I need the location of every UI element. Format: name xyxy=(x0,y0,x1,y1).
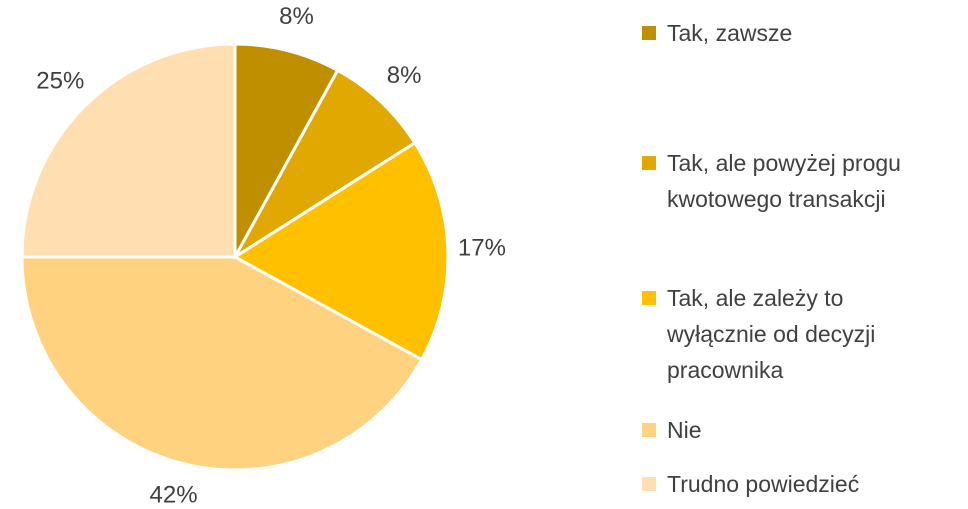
legend-label: Tak, ale zależy to wyłącznie od decyzji … xyxy=(667,285,876,383)
pie-slice xyxy=(233,42,340,258)
legend-item: Trudno powiedzieć xyxy=(642,466,942,502)
legend-swatch xyxy=(642,477,656,491)
legend-label: Tak, ale powyżej progu kwotowego transak… xyxy=(667,150,901,212)
legend-swatch xyxy=(642,156,656,170)
legend-swatch xyxy=(642,423,656,437)
pie-slice xyxy=(233,68,417,259)
legend-label: Trudno powiedzieć xyxy=(667,471,860,497)
pie-slice xyxy=(232,140,450,362)
legend-swatch xyxy=(642,291,656,305)
legend-item: Tak, ale powyżej progu kwotowego transak… xyxy=(642,145,942,217)
legend-swatch xyxy=(642,26,656,40)
pie-slice xyxy=(20,42,237,259)
data-label: 8% xyxy=(279,3,314,30)
data-label: 8% xyxy=(387,62,422,89)
legend-label: Nie xyxy=(667,417,702,443)
legend-label: Tak, zawsze xyxy=(667,20,793,46)
pie-slice xyxy=(20,255,424,472)
legend-item: Tak, ale zależy to wyłącznie od decyzji … xyxy=(642,280,942,388)
legend-item: Nie xyxy=(642,412,942,448)
data-label: 42% xyxy=(150,482,198,509)
data-label: 17% xyxy=(458,235,506,262)
data-label: 25% xyxy=(36,68,84,95)
legend-item: Tak, zawsze xyxy=(642,15,942,51)
